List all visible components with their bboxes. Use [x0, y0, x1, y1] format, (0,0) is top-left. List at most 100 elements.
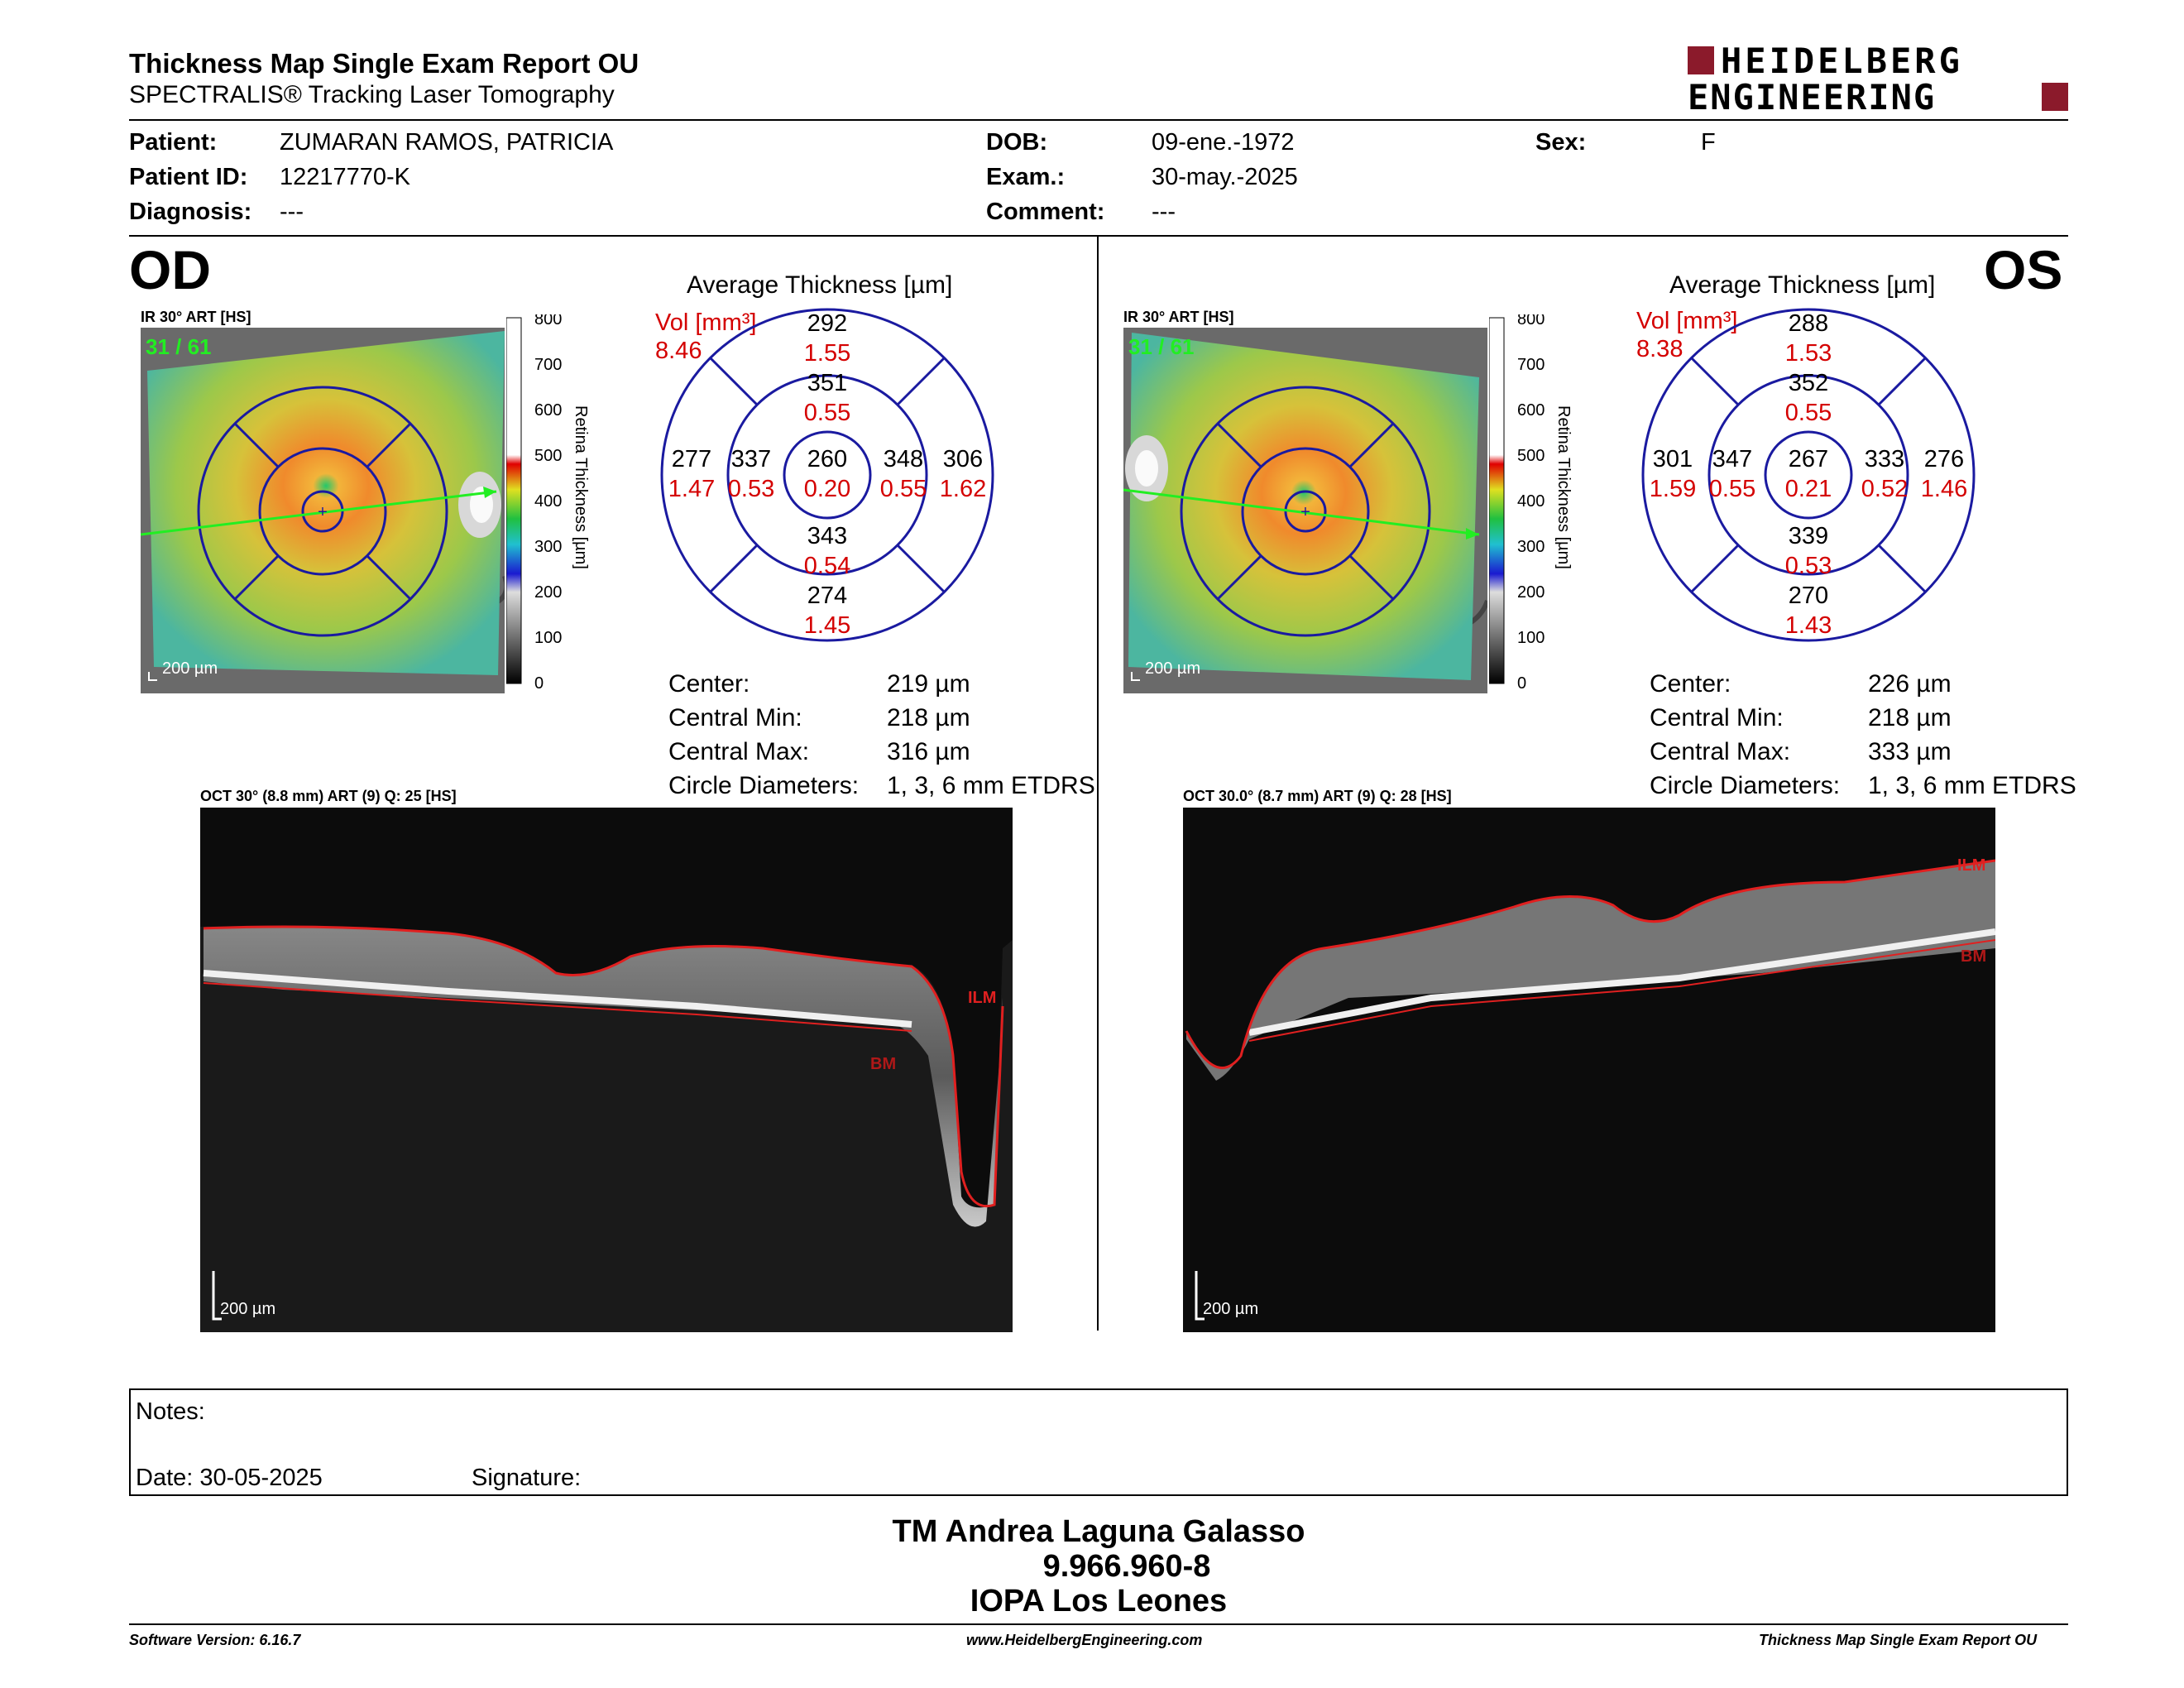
dob-value: 09-ene.-1972 [1152, 129, 1295, 156]
svg-text:0.55: 0.55 [1785, 400, 1832, 426]
od-stat-center-label: Center: [668, 670, 750, 698]
od-thickness-map: + 31 / 61 200 µm [141, 328, 505, 693]
os-colorbar: 800 700 600 500 400 300 200 100 0 Retina… [1489, 314, 1572, 693]
od-stat-min-value: 218 µm [887, 704, 970, 731]
svg-text:700: 700 [1517, 356, 1545, 374]
svg-text:339: 339 [1789, 523, 1828, 549]
svg-text:800: 800 [534, 314, 562, 328]
os-stat-circle-value: 1, 3, 6 mm ETDRS [1868, 772, 2076, 799]
os-oct-label: OCT 30.0° (8.7 mm) ART (9) Q: 28 [HS] [1183, 788, 1452, 804]
diagnosis-value: --- [280, 199, 304, 225]
svg-text:500: 500 [534, 447, 562, 465]
svg-text:274: 274 [807, 583, 847, 609]
svg-text:400: 400 [534, 492, 562, 511]
diagnosis-label: Diagnosis: [129, 199, 252, 225]
os-stat-min-value: 218 µm [1868, 704, 1952, 731]
svg-text:200: 200 [534, 583, 562, 602]
footer-divider [129, 1623, 2068, 1625]
svg-text:600: 600 [534, 401, 562, 420]
os-stat-max-value: 333 µm [1868, 738, 1952, 765]
sex-label: Sex: [1535, 129, 1587, 156]
notes-box [129, 1388, 2068, 1496]
os-stat-circle-label: Circle Diameters: [1650, 772, 1841, 799]
patient-label: Patient: [129, 129, 218, 156]
exam-label: Exam.: [986, 164, 1066, 190]
svg-text:1.62: 1.62 [940, 476, 986, 502]
svg-text:276: 276 [1924, 446, 1964, 472]
eye-divider [1097, 237, 1099, 1331]
od-ir-scale: 200 µm [162, 659, 218, 678]
svg-text:+: + [318, 503, 328, 521]
svg-text:1.55: 1.55 [804, 340, 850, 367]
os-bm-label: BM [1961, 947, 1986, 966]
os-stat-min-label: Central Min: [1650, 704, 1784, 731]
patient-divider [129, 235, 2068, 237]
company-url[interactable]: www.HeidelbergEngineering.com [966, 1632, 1203, 1648]
os-avg-title: Average Thickness [µm] [1669, 271, 1936, 299]
svg-text:306: 306 [943, 446, 983, 472]
od-oct-scan: ILM BM 200 µm [200, 808, 1013, 1332]
od-stat-min-label: Central Min: [668, 704, 802, 731]
svg-text:0.53: 0.53 [1785, 553, 1832, 579]
svg-text:HEIDELBERG: HEIDELBERG [1721, 45, 1963, 81]
os-oct-scan: ILM BM 200 µm [1183, 808, 1995, 1332]
svg-text:1.45: 1.45 [804, 612, 850, 639]
od-vol-total: 8.46 [655, 338, 702, 364]
technician-rut: 9.966.960-8 [1042, 1549, 1211, 1584]
od-stat-center-value: 219 µm [887, 670, 970, 698]
svg-text:1.46: 1.46 [1921, 476, 1967, 502]
svg-text:500: 500 [1517, 447, 1545, 465]
svg-text:333: 333 [1865, 446, 1904, 472]
patient-id-label: Patient ID: [129, 164, 248, 190]
heidelberg-logo: HEIDELBERG ENGINEERING [1688, 45, 2068, 114]
svg-text:343: 343 [807, 523, 847, 549]
os-frame-counter: 31 / 61 [1128, 334, 1195, 359]
svg-text:277: 277 [672, 446, 711, 472]
svg-text:347: 347 [1712, 446, 1752, 472]
od-stat-circle-label: Circle Diameters: [668, 772, 860, 799]
os-ir-label: IR 30° ART [HS] [1123, 309, 1234, 325]
od-oct-label: OCT 30° (8.8 mm) ART (9) Q: 25 [HS] [200, 788, 457, 804]
svg-text:600: 600 [1517, 401, 1545, 420]
svg-text:Retina Thickness [µm]: Retina Thickness [µm] [572, 405, 589, 569]
svg-text:100: 100 [1517, 629, 1545, 647]
svg-text:0: 0 [1517, 674, 1526, 693]
svg-text:100: 100 [534, 629, 562, 647]
svg-text:0.20: 0.20 [804, 476, 850, 502]
od-ir-label: IR 30° ART [HS] [141, 309, 251, 325]
sex-value: F [1701, 129, 1716, 156]
svg-text:1.47: 1.47 [668, 476, 715, 502]
svg-text:337: 337 [731, 446, 771, 472]
od-stat-max-value: 316 µm [887, 738, 970, 765]
report-subtitle: SPECTRALIS® Tracking Laser Tomography [129, 81, 615, 108]
svg-text:Retina Thickness [µm]: Retina Thickness [µm] [1554, 405, 1572, 569]
svg-text:300: 300 [534, 538, 562, 556]
technician-name: TM Andrea Laguna Galasso [892, 1514, 1305, 1549]
os-vol-total: 8.38 [1636, 336, 1684, 362]
os-ilm-label: ILM [1957, 856, 1985, 875]
svg-text:0.21: 0.21 [1785, 476, 1832, 502]
os-eye-label: OS [1984, 239, 2063, 300]
svg-text:267: 267 [1789, 446, 1828, 472]
svg-text:+: + [1300, 503, 1310, 521]
report-title: Thickness Map Single Exam Report OU [129, 48, 639, 79]
od-colorbar: 800 700 600 500 400 300 200 100 0 Retina… [506, 314, 589, 693]
svg-text:700: 700 [534, 356, 562, 374]
svg-text:1.53: 1.53 [1785, 340, 1832, 367]
od-stat-circle-value: 1, 3, 6 mm ETDRS [887, 772, 1095, 799]
svg-text:301: 301 [1653, 446, 1693, 472]
svg-text:400: 400 [1517, 492, 1545, 511]
svg-text:352: 352 [1789, 370, 1828, 396]
os-stat-center-label: Center: [1650, 670, 1731, 698]
svg-text:0.55: 0.55 [804, 400, 850, 426]
header-divider [129, 119, 2068, 121]
os-oct-scale: 200 µm [1203, 1300, 1258, 1318]
od-frame-counter: 31 / 61 [146, 334, 212, 359]
os-thickness-map: + 31 / 61 200 µm [1123, 328, 1487, 693]
os-etdrs-grid: 288 1.53 352 0.55 267 0.21 339 0.53 270 … [1641, 308, 1976, 642]
technician-institution: IOPA Los Leones [970, 1584, 1228, 1618]
od-ilm-label: ILM [968, 989, 996, 1007]
svg-text:1.43: 1.43 [1785, 612, 1832, 639]
svg-text:0.53: 0.53 [728, 476, 774, 502]
signature-label: Signature: [472, 1465, 582, 1491]
